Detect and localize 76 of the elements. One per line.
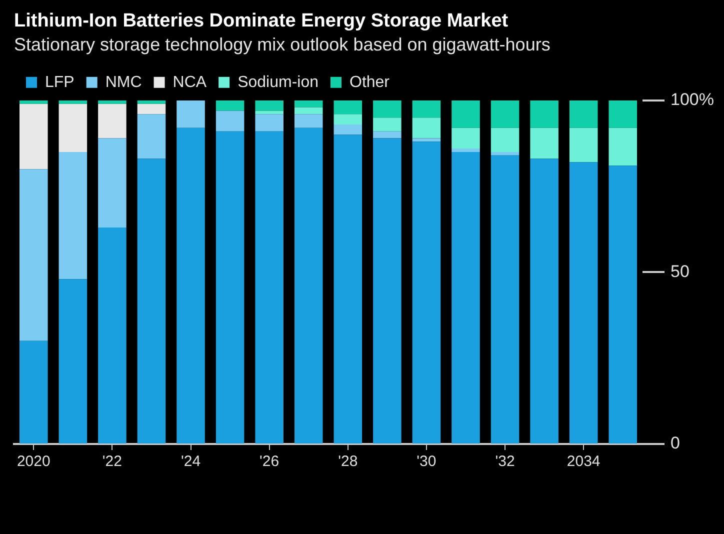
bar — [490, 100, 520, 128]
bar — [137, 114, 166, 159]
bar — [137, 104, 166, 114]
bar — [412, 100, 441, 118]
x-tick-label: '22 — [102, 453, 122, 470]
x-tick-label: '26 — [260, 453, 280, 470]
y-tick-label: 50 — [670, 262, 690, 281]
bar — [176, 128, 205, 444]
bar — [255, 114, 284, 132]
bar — [490, 155, 520, 444]
bar — [490, 152, 520, 156]
bar — [176, 100, 205, 128]
bar — [569, 162, 598, 444]
bar — [216, 100, 244, 111]
bar — [412, 138, 441, 142]
bar — [98, 104, 126, 138]
bar — [530, 100, 558, 128]
bar — [569, 100, 598, 128]
bar — [490, 128, 520, 152]
bar — [98, 100, 126, 104]
bar — [569, 128, 598, 162]
bar — [294, 100, 323, 108]
legend-label: NMC — [105, 74, 142, 91]
bar — [98, 228, 126, 444]
bar — [452, 128, 480, 149]
bar — [58, 152, 88, 280]
bar — [452, 152, 480, 444]
x-tick-label: '32 — [495, 453, 515, 470]
bar — [373, 100, 402, 118]
bar — [58, 104, 88, 152]
bar — [530, 158, 558, 444]
bar — [334, 114, 362, 124]
legend-label: LFP — [45, 74, 74, 91]
bar — [294, 114, 323, 128]
bar — [58, 279, 88, 444]
legend-label: NCA — [172, 74, 207, 91]
chart-subtitle: Stationary storage technology mix outlook based on gigawatt-hours — [14, 34, 550, 55]
x-tick-label: '28 — [338, 453, 358, 470]
bar — [373, 118, 402, 132]
bar — [137, 158, 166, 444]
bar — [373, 131, 402, 138]
bar — [334, 100, 362, 114]
bar — [452, 148, 480, 152]
bar — [255, 100, 284, 111]
bar — [412, 118, 441, 138]
bar — [98, 138, 126, 228]
y-tick-label: 100% — [670, 90, 714, 110]
x-tick-label: 2034 — [566, 453, 600, 470]
x-tick-label: '30 — [416, 453, 436, 470]
bar — [608, 100, 638, 128]
bar — [20, 340, 48, 444]
x-tick-label: 2020 — [16, 453, 50, 470]
legend-label: Other — [349, 74, 390, 91]
bar — [608, 166, 638, 444]
bar — [608, 128, 638, 166]
bar — [452, 100, 480, 128]
y-tick-label: 0 — [670, 434, 680, 453]
chart-title: Lithium-Ion Batteries Dominate Energy Storage Market — [14, 10, 509, 32]
bar — [412, 142, 441, 444]
bar — [58, 100, 88, 104]
bar — [530, 128, 558, 159]
bar — [373, 138, 402, 444]
bar — [294, 107, 323, 114]
bar — [334, 134, 362, 444]
bar — [334, 124, 362, 135]
bar — [255, 110, 284, 114]
x-tick-label: '24 — [180, 453, 201, 470]
legend-label: Sodium-ion — [238, 74, 318, 91]
bar — [137, 100, 166, 104]
bar — [294, 128, 323, 444]
bar — [20, 100, 48, 104]
bar — [20, 104, 48, 170]
bar — [255, 131, 284, 444]
bar — [216, 110, 244, 132]
bar — [216, 131, 244, 444]
bar — [20, 169, 48, 341]
